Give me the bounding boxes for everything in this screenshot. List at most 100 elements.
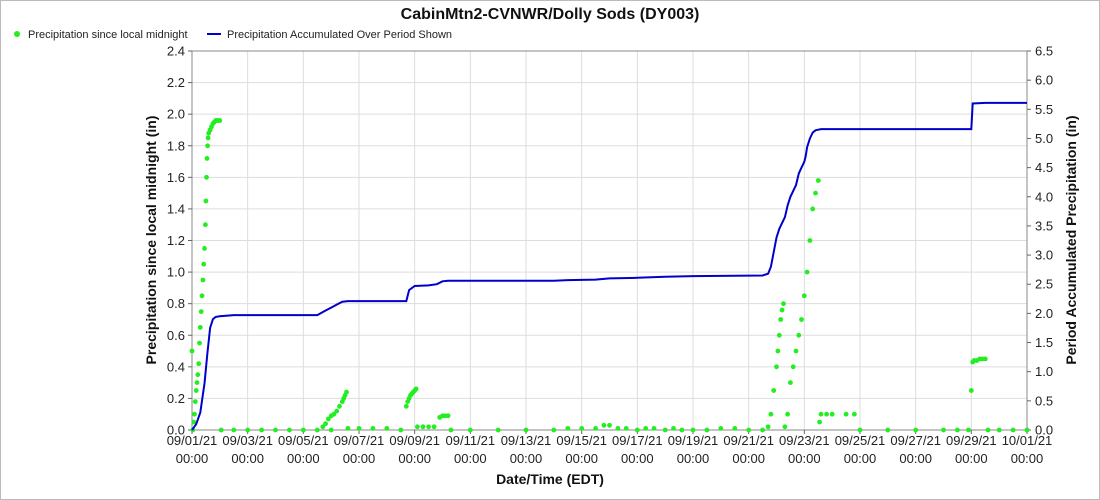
precip-point xyxy=(955,427,960,433)
x-tick-label-time: 00:00 xyxy=(176,451,209,466)
precip-point xyxy=(788,380,793,385)
precip-point xyxy=(818,411,824,417)
precip-point xyxy=(607,422,612,428)
precip-point xyxy=(790,364,796,370)
precip-point xyxy=(985,427,991,433)
precip-point xyxy=(857,427,863,433)
precip-point xyxy=(813,190,818,196)
precip-point xyxy=(785,411,790,417)
left-tick-label: 2.0 xyxy=(167,107,185,122)
x-tick-label-time: 00:00 xyxy=(1011,451,1044,466)
precip-point xyxy=(966,427,971,433)
precip-point xyxy=(807,238,813,243)
precip-point xyxy=(204,174,209,180)
precip-point xyxy=(203,198,209,204)
x-tick-label-date: 09/15/21 xyxy=(556,433,607,448)
precip-point xyxy=(217,118,223,123)
precip-point xyxy=(778,317,784,322)
x-tick-label-date: 10/01/21 xyxy=(1002,433,1053,448)
left-axis: 0.0 0.2 0.4 0.6 0.8 1.0 1.2 1.4 1.6 1.8 2.0 2.2 2.4 xyxy=(167,44,192,438)
precip-point xyxy=(523,427,529,433)
precip-point xyxy=(273,427,278,433)
left-tick-label: 0.0 xyxy=(167,423,185,438)
precip-point xyxy=(203,222,208,228)
precip-point xyxy=(344,389,349,395)
precip-point xyxy=(782,424,788,430)
precip-point xyxy=(768,411,774,417)
precip-point xyxy=(314,427,320,433)
precip-point xyxy=(384,426,390,431)
x-tick-label-time: 00:00 xyxy=(454,451,487,466)
precip-point xyxy=(852,411,857,417)
precip-point xyxy=(287,427,292,433)
precip-point xyxy=(824,411,829,417)
precip-point xyxy=(320,424,326,430)
precip-point xyxy=(579,426,585,431)
precip-point xyxy=(231,427,237,433)
precip-point xyxy=(245,427,251,433)
right-tick-label: 0.5 xyxy=(1035,393,1053,408)
precip-point xyxy=(205,135,211,141)
precip-point xyxy=(662,427,668,433)
x-tick-label-time: 00:00 xyxy=(287,451,320,466)
precip-point xyxy=(197,325,203,330)
precip-point xyxy=(193,388,199,393)
precip-point xyxy=(323,421,328,427)
precip-point xyxy=(398,427,404,433)
precip-point xyxy=(843,411,849,417)
x-tick-label-date: 09/29/21 xyxy=(946,433,997,448)
precip-point xyxy=(801,293,807,299)
x-tick-label-date: 09/19/21 xyxy=(668,433,719,448)
x-tick-label-date: 09/21/21 xyxy=(723,433,774,448)
x-tick-label-time: 00:00 xyxy=(398,451,431,466)
right-tick-label: 2.5 xyxy=(1035,277,1053,292)
precip-point xyxy=(732,426,738,431)
precip-point xyxy=(199,293,205,299)
precip-point xyxy=(565,426,571,431)
precip-point xyxy=(195,372,201,378)
precip-point xyxy=(370,426,376,431)
precip-point xyxy=(198,309,204,314)
precip-point xyxy=(885,427,891,433)
precip-point xyxy=(601,422,607,428)
precip-point xyxy=(671,426,676,431)
precip-point xyxy=(913,427,919,433)
precip-point xyxy=(413,386,419,392)
precip-point xyxy=(194,380,200,385)
x-tick-label-time: 00:00 xyxy=(844,451,877,466)
legend-label-points: Precipitation since local midnight xyxy=(28,29,188,41)
chart-title: CabinMtn2-CVNWR/Dolly Sods (DY003) xyxy=(401,6,700,23)
right-tick-label: 6.5 xyxy=(1035,44,1053,59)
precip-point xyxy=(415,424,420,430)
left-tick-label: 0.4 xyxy=(167,359,185,374)
precip-point xyxy=(817,419,822,425)
x-tick-label-time: 00:00 xyxy=(621,451,654,466)
x-tick-label-date: 09/03/21 xyxy=(222,433,273,448)
precip-point xyxy=(331,411,337,417)
precip-point xyxy=(810,206,816,212)
precip-point xyxy=(192,411,197,417)
precip-point xyxy=(356,426,362,431)
x-tick-label-date: 09/01/21 xyxy=(167,433,218,448)
right-tick-label: 5.0 xyxy=(1035,131,1053,146)
x-tick-label-time: 00:00 xyxy=(231,451,264,466)
precip-point xyxy=(259,427,264,433)
precip-point xyxy=(690,427,696,433)
precip-point xyxy=(634,427,640,433)
precip-point xyxy=(202,246,207,251)
precip-point xyxy=(718,426,724,431)
precip-point xyxy=(467,427,473,433)
legend-marker-points xyxy=(14,31,20,37)
x-axis-title: Date/Time (EDT) xyxy=(496,471,604,487)
right-tick-label: 3.5 xyxy=(1035,218,1053,233)
left-tick-label: 2.2 xyxy=(167,75,185,90)
x-tick-label-date: 09/09/21 xyxy=(389,433,440,448)
precip-point xyxy=(623,426,629,431)
precip-point xyxy=(775,348,781,354)
right-tick-label: 4.0 xyxy=(1035,189,1053,204)
left-tick-label: 1.4 xyxy=(167,201,185,216)
precip-point xyxy=(593,426,598,431)
precip-point xyxy=(781,301,786,307)
